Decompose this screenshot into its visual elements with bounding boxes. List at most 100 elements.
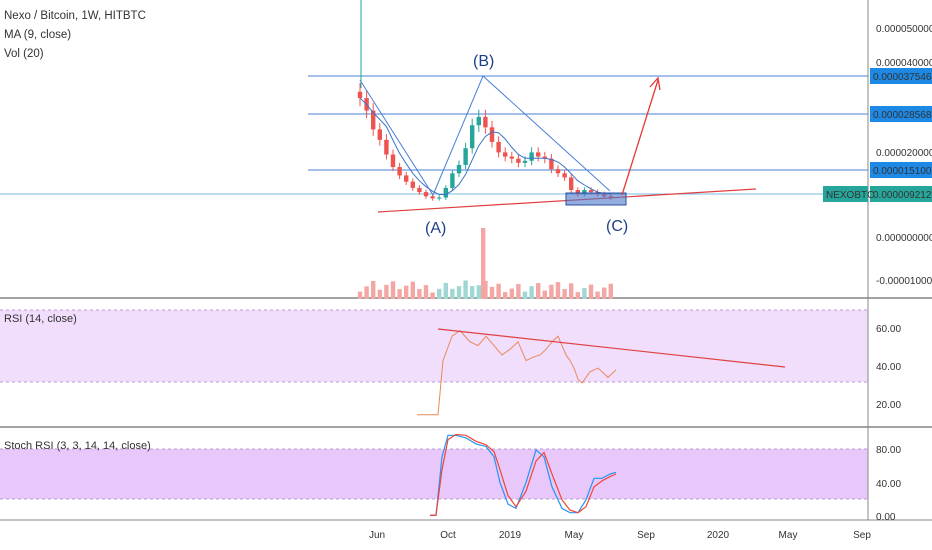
time-tick-7: Sep — [853, 530, 871, 541]
volume-bar-32 — [569, 283, 574, 299]
candle-body-6 — [397, 167, 402, 176]
volume-bar-25 — [522, 291, 528, 299]
candle-body-2 — [371, 110, 376, 130]
horizontal-levels — [0, 75, 868, 195]
ma-line — [359, 97, 611, 195]
price-tick-3: 0.000000000 — [876, 233, 932, 244]
time-tick-4: Sep — [637, 530, 655, 541]
candle-body-24 — [516, 158, 521, 163]
candle-body-0 — [357, 91, 363, 99]
volume-bar-4 — [384, 284, 389, 299]
volume-bar-24 — [516, 284, 521, 299]
time-tick-2: 2019 — [499, 530, 522, 541]
candle-body-19 — [483, 116, 488, 128]
stoch-rsi-lines — [430, 433, 617, 516]
rsi-trendline — [437, 328, 786, 368]
time-tick-1: Oct — [440, 530, 456, 541]
volume-bar-6 — [397, 289, 402, 299]
rsi-series — [417, 329, 617, 416]
wave-label-c: (C) — [606, 218, 628, 235]
volume-bar-35 — [588, 284, 594, 299]
candle-body-25 — [522, 160, 528, 163]
candle-body-23 — [509, 156, 514, 159]
time-tick-0: Jun — [369, 530, 385, 541]
volume-bar-12 — [437, 288, 442, 299]
ma-indicator-label[interactable]: MA (9, close) — [4, 29, 72, 41]
candle-body-13 — [443, 187, 448, 198]
candle-body-7 — [404, 175, 409, 182]
candle-body-28 — [542, 156, 547, 159]
volume-bar-13 — [443, 282, 448, 299]
volume-bar-30 — [555, 282, 561, 299]
volume-bar-18 — [476, 285, 481, 299]
wave-label-a: (A) — [425, 220, 446, 237]
level-label-bg-0 — [870, 68, 932, 84]
candle-body-14 — [450, 173, 455, 188]
rsi-band — [0, 310, 868, 382]
candle-body-4 — [384, 139, 389, 155]
candle-body-20 — [489, 127, 495, 142]
volume-bar-peak — [481, 228, 486, 299]
candle-body-11 — [430, 196, 435, 199]
rsi-line — [417, 328, 786, 416]
volume-bar-31 — [562, 289, 567, 299]
rsi-tick-0: 60.00 — [876, 324, 901, 335]
abc-pattern-line — [359, 75, 611, 197]
candle-body-18 — [476, 116, 481, 126]
wave-label-b: (B) — [473, 53, 494, 70]
volume-bar-9 — [417, 289, 422, 299]
time-tick-3: May — [565, 530, 584, 541]
stoch-tick-1: 40.00 — [876, 479, 901, 490]
stoch-title: Stoch RSI (3, 3, 14, 14, close) — [4, 440, 151, 452]
candle-body-26 — [529, 152, 534, 161]
target-zone-box — [565, 192, 627, 206]
time-tick-5: 2020 — [707, 530, 730, 541]
projection-arrow — [621, 79, 659, 196]
level-label-bg-1 — [870, 106, 932, 122]
price-axis[interactable]: 0.000050000 0.000020000 0.000000000 -0.0000… — [823, 24, 932, 523]
price-tick-4: -0.000010000 — [876, 276, 932, 287]
candle-body-33 — [575, 190, 580, 195]
rsi-tick-1: 40.00 — [876, 362, 901, 373]
volume-bar-17 — [470, 286, 475, 299]
volume-bar-29 — [549, 284, 554, 299]
candle-body-22 — [503, 152, 508, 157]
volume-bar-7 — [404, 285, 409, 299]
volume-bar-38 — [608, 283, 613, 299]
level-label-2: 0.000015100 — [873, 166, 932, 177]
candle-body-29 — [549, 158, 554, 170]
volume-bar-23 — [509, 288, 514, 299]
stoch-band — [0, 449, 868, 499]
volume-bar-2 — [371, 280, 376, 299]
volume-bar-1 — [364, 286, 369, 299]
candle-body-32 — [569, 177, 574, 191]
symbol-tag-bg — [823, 186, 868, 202]
volume-bar-21 — [496, 283, 501, 299]
candle-body-15 — [456, 164, 462, 174]
volume-bar-8 — [410, 281, 415, 299]
pattern-lines — [359, 0, 757, 213]
candle-body-5 — [390, 154, 396, 168]
price-tick-2: 0.000020000 — [876, 148, 932, 159]
volume-bar-0 — [357, 291, 363, 299]
price-tick-0: 0.000050000 — [876, 24, 932, 35]
panel-dividers — [0, 0, 932, 521]
candle-body-34 — [582, 190, 587, 195]
volume-bar-26 — [529, 286, 534, 299]
volume-indicator-label[interactable]: Vol (20) — [4, 48, 44, 60]
volume-bar-19 — [483, 280, 488, 299]
last-price-label: 0.000009212 — [873, 190, 932, 201]
candle-body-16 — [463, 148, 468, 165]
time-axis[interactable]: Jun Oct 2019 May Sep 2020 May Sep — [369, 530, 871, 541]
volume-bar-34 — [582, 288, 587, 299]
stoch-tick-2: 0.00 — [876, 512, 896, 523]
volume-bar-10 — [423, 285, 429, 299]
candle-body-10 — [423, 192, 429, 197]
time-tick-6: May — [779, 530, 798, 541]
volume-bar-27 — [536, 283, 541, 299]
candle-body-31 — [562, 173, 567, 178]
candle-body-17 — [470, 125, 475, 149]
candlesticks — [357, 83, 613, 201]
volume-bar-20 — [489, 286, 495, 299]
